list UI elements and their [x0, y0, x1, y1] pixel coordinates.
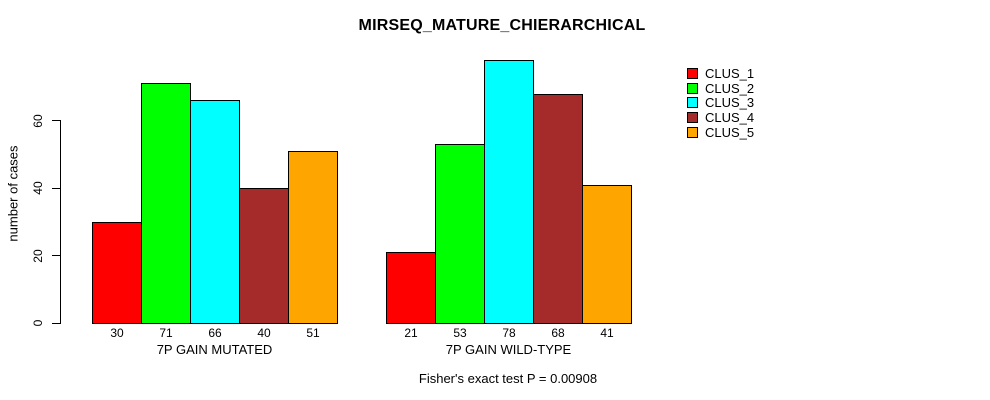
legend-swatch — [687, 97, 698, 109]
legend-swatch — [687, 112, 698, 124]
y-tick-label: 60 — [31, 113, 45, 128]
y-tick-label: 20 — [31, 248, 45, 263]
y-tick — [52, 322, 60, 324]
bar-value-label: 71 — [159, 326, 173, 340]
bar-clus_1 — [92, 221, 142, 324]
bar-value-label: 68 — [551, 326, 565, 340]
legend-swatch — [687, 126, 698, 138]
bar-value-label: 40 — [257, 326, 271, 340]
bar-value-label: 53 — [453, 326, 467, 340]
bar-value-label: 66 — [208, 326, 222, 340]
y-tick-label: 40 — [31, 181, 45, 195]
legend-item: CLUS_3 — [687, 96, 754, 111]
bar-clus_4 — [533, 93, 583, 324]
legend-item: CLUS_2 — [687, 81, 754, 96]
group-label: 7P GAIN WILD-TYPE — [445, 342, 572, 357]
legend-label: CLUS_1 — [705, 65, 755, 81]
legend-label: CLUS_4 — [705, 110, 755, 126]
legend-swatch — [687, 82, 698, 94]
bar-clus_3 — [190, 100, 240, 324]
bar-clus_4 — [239, 188, 289, 324]
legend-swatch — [687, 67, 698, 79]
bar-value-label: 41 — [600, 326, 614, 340]
legend-label: CLUS_5 — [705, 124, 755, 140]
bar-clus_5 — [582, 184, 632, 324]
bar-value-label: 21 — [404, 326, 418, 340]
bar-clus_2 — [141, 83, 191, 324]
bar-clus_3 — [484, 59, 534, 324]
group-label: 7P GAIN MUTATED — [156, 342, 273, 357]
y-axis-line — [60, 120, 61, 324]
bar-value-label: 51 — [306, 326, 320, 340]
bar-value-label: 30 — [110, 326, 124, 340]
legend-item: CLUS_1 — [687, 66, 754, 81]
legend: CLUS_1 CLUS_2 CLUS_3 CLUS_4 CLUS_5 — [687, 66, 754, 140]
bar-clus_1 — [386, 252, 436, 324]
chart-title: MIRSEQ_MATURE_CHIERARCHICAL — [358, 17, 646, 34]
annotation-text: Fisher's exact test P = 0.00908 — [418, 371, 598, 386]
y-tick — [52, 255, 60, 256]
y-tick — [52, 187, 60, 189]
bar-clus_5 — [288, 150, 338, 324]
legend-label: CLUS_2 — [705, 80, 755, 96]
bar-clus_2 — [435, 144, 485, 324]
bar-value-label: 78 — [502, 326, 516, 340]
y-axis-label: number of cases — [5, 145, 21, 242]
legend-item: CLUS_5 — [687, 125, 754, 140]
y-tick — [52, 120, 60, 121]
legend-item: CLUS_4 — [687, 110, 754, 125]
legend-label: CLUS_3 — [705, 95, 755, 111]
y-tick-label: 0 — [31, 319, 45, 327]
